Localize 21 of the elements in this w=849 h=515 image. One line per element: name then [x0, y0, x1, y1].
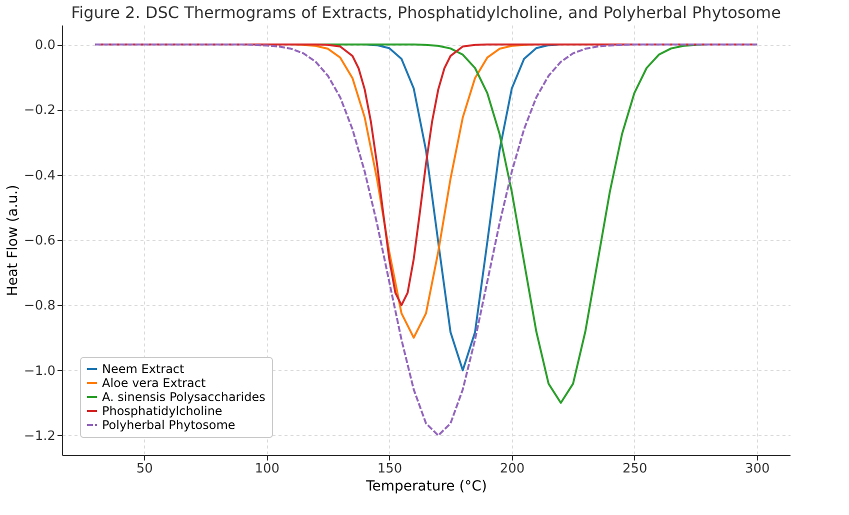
legend-label: Aloe vera Extract — [102, 376, 206, 390]
y-tick-label: −0.2 — [24, 103, 56, 118]
y-tick-label: −1.2 — [24, 428, 56, 444]
y-tick-label: −1.0 — [24, 364, 56, 379]
chart-title: Figure 2. DSC Thermograms of Extracts, Phosphatidylcholine, and Polyherbal Phytosome — [71, 3, 781, 22]
y-tick-label: −0.6 — [24, 234, 56, 248]
legend-label: A. sinensis Polysaccharides — [102, 390, 266, 404]
x-tick-label: 150 — [377, 462, 402, 476]
x-tick-label: 300 — [744, 462, 770, 476]
y-tick-label: −0.4 — [24, 168, 56, 184]
x-tick-label: 200 — [500, 462, 525, 476]
y-tick-label: −0.8 — [24, 298, 56, 314]
legend-label: Polyherbal Phytosome — [102, 418, 236, 432]
legend-label: Neem Extract — [102, 362, 185, 376]
x-axis-title: Temperature (°C) — [365, 478, 487, 494]
legend-label: Phosphatidylcholine — [102, 404, 222, 418]
x-tick-label: 250 — [622, 462, 648, 476]
y-tick-label: 0.0 — [34, 38, 56, 54]
y-axis-title: Heat Flow (a.u.) — [4, 184, 21, 296]
x-tick-label: 50 — [136, 462, 153, 476]
x-tick-label: 100 — [254, 462, 280, 476]
